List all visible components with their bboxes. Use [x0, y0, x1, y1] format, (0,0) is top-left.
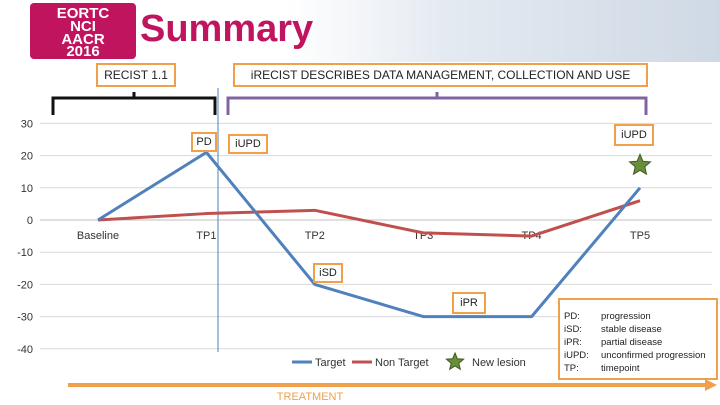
- x-tick-label: TP2: [305, 230, 325, 242]
- treatment-arrow-head: [705, 379, 717, 391]
- data-point: [639, 199, 642, 202]
- abbrev-key: PD:: [564, 311, 580, 322]
- logo-line-4: 2016: [66, 43, 100, 60]
- abbrev-row-iupd: iUPD: unconfirmed progression: [564, 350, 714, 363]
- logo-line-2: NCI: [70, 18, 96, 35]
- page-title: Summary: [140, 8, 314, 50]
- iupd-label-box-right: iUPD: [614, 124, 654, 146]
- abbrev-value: unconfirmed progression: [601, 350, 706, 361]
- y-tick-label: 0: [27, 215, 33, 227]
- y-tick-label: 10: [21, 183, 33, 195]
- x-tick-label: Baseline: [77, 230, 119, 242]
- y-tick-label: 30: [21, 118, 33, 130]
- legend-label-non-target: Non Target: [375, 357, 429, 369]
- y-tick-label: -20: [17, 279, 33, 291]
- chart-series: [97, 150, 642, 319]
- y-tick-label: 20: [21, 151, 33, 163]
- data-point: [313, 283, 316, 286]
- chart-markers: [628, 153, 652, 176]
- legend-label-target: Target: [315, 357, 346, 369]
- irecist-label-box: iRECIST DESCRIBES DATA MANAGEMENT, COLLE…: [233, 63, 648, 87]
- abbrev-value: progression: [601, 311, 651, 322]
- abbrev-value: partial disease: [601, 337, 663, 348]
- chart-legend: Target Non Target New lesion: [292, 351, 526, 371]
- data-point: [639, 186, 642, 189]
- recist-label-box: RECIST 1.1: [96, 63, 176, 87]
- abbrev-row-ipr: iPR: partial disease: [564, 337, 714, 350]
- y-tick-label: -30: [17, 312, 33, 324]
- logo-line-1: EORTC: [56, 5, 110, 22]
- y-axis: 30 20 10 0 -10 -20 -30 -40: [17, 118, 33, 355]
- abbrev-row-tp: TP: timepoint: [564, 363, 714, 376]
- series-line-target: [97, 150, 642, 319]
- x-tick-label: TP1: [196, 230, 216, 242]
- iupd-label-box-left: iUPD: [228, 134, 268, 154]
- y-tick-label: -10: [17, 247, 33, 259]
- legend-label-new-lesion: New lesion: [472, 357, 526, 369]
- abbrev-value: stable disease: [601, 324, 662, 335]
- data-point: [530, 235, 533, 238]
- abbrev-row-pd: PD: progression: [564, 311, 714, 324]
- isd-label-box: iSD: [313, 263, 343, 283]
- new-lesion-star-icon: [628, 153, 652, 176]
- abbrev-key: iUPD:: [564, 350, 589, 361]
- data-point: [422, 315, 425, 318]
- abbrev-key: iSD:: [564, 324, 582, 335]
- abbrev-row-isd: iSD: stable disease: [564, 324, 714, 337]
- pd-label-box: PD: [191, 132, 217, 152]
- abbreviation-box: PD: progression iSD: stable disease iPR:…: [558, 298, 718, 380]
- legend-star-icon: [445, 351, 465, 371]
- data-point: [313, 209, 316, 212]
- data-point: [205, 212, 208, 215]
- abbrev-value: timepoint: [601, 363, 640, 374]
- data-point: [97, 219, 100, 222]
- recist-bracket: [51, 96, 217, 115]
- abbrev-key: TP:: [564, 363, 579, 374]
- logo-line-3: AACR: [61, 31, 105, 48]
- conference-logo: EORTC NCI AACR 2016: [30, 3, 136, 59]
- series-line-non-target: [97, 199, 641, 238]
- data-point: [422, 231, 425, 234]
- y-tick-label: -40: [17, 344, 33, 356]
- irecist-bracket: [226, 96, 648, 115]
- ipr-label-box: iPR: [452, 292, 486, 314]
- x-tick-label: TP5: [630, 230, 650, 242]
- abbrev-key: iPR:: [564, 337, 582, 348]
- treatment-label: TREATMENT: [277, 391, 344, 403]
- data-point: [530, 315, 533, 318]
